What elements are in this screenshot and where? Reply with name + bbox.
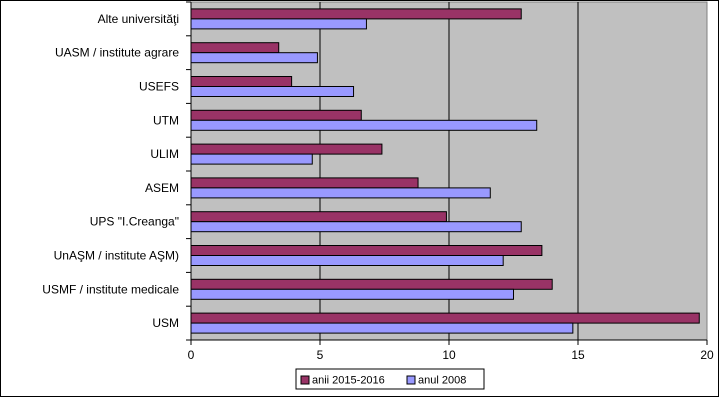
category-label: UASM / institute agrare	[55, 46, 179, 60]
bar-2008-1	[190, 52, 318, 64]
bar-2008-8	[190, 288, 514, 300]
x-tick-label: 15	[571, 348, 585, 362]
category-label: Alte universităţi	[98, 12, 179, 26]
category-label: UTM	[153, 113, 179, 127]
category-label: UnAŞM / institute AŞM)	[54, 249, 179, 263]
bar-2015-2016-8	[190, 278, 553, 290]
bar-2015-2016-2	[190, 76, 293, 87]
x-tick-label: 0	[188, 348, 195, 362]
bar-2008-6	[190, 221, 522, 233]
x-tick-label: 20	[700, 348, 714, 362]
category-label: UPS "I.Creanga"	[90, 215, 179, 229]
legend-box	[295, 368, 485, 390]
bar-2015-2016-0	[190, 8, 522, 20]
legend-label-2015-2016: anii 2015-2016	[312, 375, 385, 387]
axes: Alte universităţi UASM / institute agrare…	[42, 1, 714, 362]
category-label: USMF / institute medicale	[42, 282, 179, 296]
legend-swatch-2008	[406, 375, 416, 385]
bar-2008-5	[190, 187, 491, 199]
bar-2008-7	[190, 255, 504, 266]
bar-2008-3	[190, 119, 538, 131]
bar-2008-4	[190, 153, 313, 165]
bar-2015-2016-5	[190, 177, 419, 189]
legend-swatch-2015-2016	[300, 375, 310, 385]
category-label: USEFS	[139, 80, 179, 94]
bar-2008-0	[190, 18, 367, 30]
bar-2008-9	[190, 322, 574, 334]
bar-2008-2	[190, 86, 355, 97]
category-label: USM	[152, 316, 179, 330]
legend-label-2008: anul 2008	[418, 375, 466, 387]
bar-2015-2016-1	[190, 42, 280, 54]
category-label: ASEM	[145, 181, 179, 195]
bar-2015-2016-7	[190, 245, 543, 256]
bar-2015-2016-6	[190, 211, 447, 223]
bar-2015-2016-9	[190, 312, 700, 324]
bar-2015-2016-3	[190, 109, 362, 121]
x-tick-label: 10	[442, 348, 456, 362]
legend: anii 2015-2016 anul 2008	[295, 368, 485, 390]
x-tick-label: 5	[317, 348, 324, 362]
bar-2015-2016-4	[190, 143, 383, 155]
category-label: ULIM	[150, 147, 179, 161]
